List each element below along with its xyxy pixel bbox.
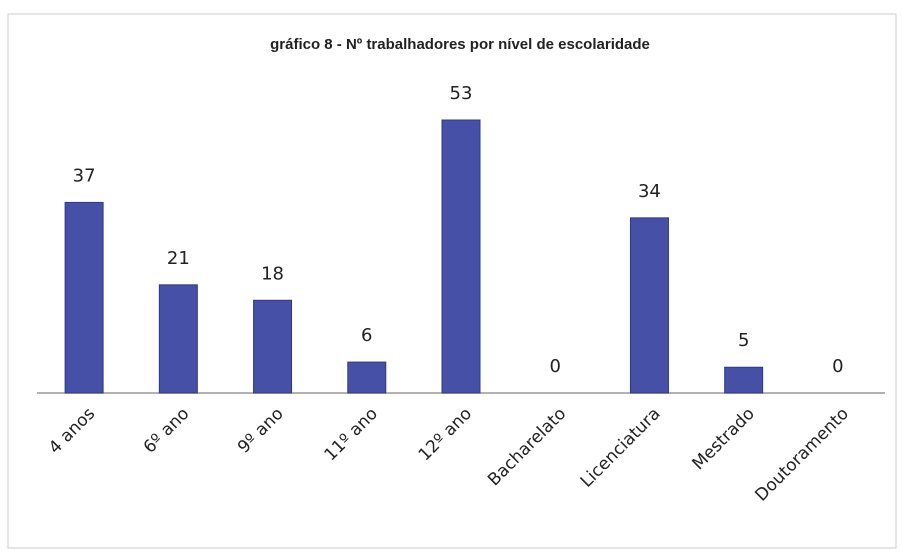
bar (158, 284, 198, 394)
bar (724, 366, 764, 394)
bar (441, 119, 481, 394)
data-label: 6 (361, 325, 372, 346)
bar (253, 299, 293, 394)
data-label: 37 (73, 165, 96, 186)
bar (629, 217, 669, 394)
data-label: 21 (167, 248, 190, 269)
bar (347, 361, 387, 394)
data-label: 5 (738, 330, 749, 351)
data-label: 0 (549, 356, 560, 377)
data-label: 34 (638, 181, 661, 202)
data-label: 53 (450, 83, 473, 104)
bar (64, 201, 104, 394)
data-label: 18 (261, 263, 284, 284)
chart-title: gráfico 8 - Nº trabalhadores por nível d… (270, 36, 650, 53)
data-label: 0 (832, 356, 843, 377)
